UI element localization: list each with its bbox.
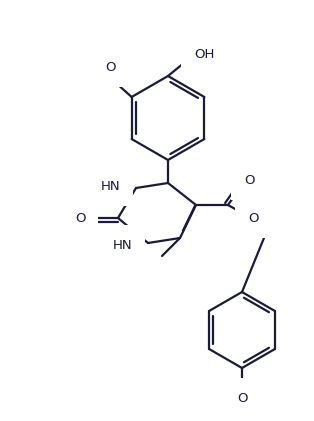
Text: O: O (75, 211, 85, 224)
Text: O: O (248, 211, 258, 224)
Text: O: O (244, 173, 254, 187)
Text: HN: HN (112, 239, 132, 251)
Text: O: O (237, 392, 247, 405)
Text: HN: HN (100, 179, 120, 192)
Text: OH: OH (194, 48, 214, 61)
Text: O: O (106, 61, 116, 74)
